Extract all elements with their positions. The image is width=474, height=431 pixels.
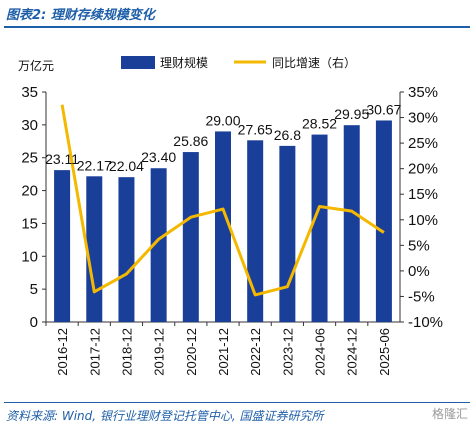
- y-left-tick-label: 0: [30, 314, 38, 331]
- bar: [54, 170, 71, 322]
- y-left-tick-label: 10: [21, 248, 38, 265]
- y-right-tick-label: 0%: [408, 263, 430, 280]
- bar: [182, 152, 199, 322]
- bar: [150, 168, 167, 322]
- y-left-tick-label: 20: [21, 183, 38, 200]
- bar-data-label: 22.17: [77, 157, 112, 173]
- x-tick-label: 2020-12: [184, 328, 199, 376]
- legend-bar-swatch: [121, 56, 155, 69]
- x-tick-label: 2021-12: [216, 328, 231, 376]
- x-tick-label: 2018-12: [119, 328, 134, 376]
- figure-title: 图表2: 理财存续规模变化: [6, 8, 155, 23]
- bar-data-label: 29.00: [205, 112, 240, 128]
- bar-data-label: 23.40: [141, 149, 176, 165]
- y-right-tick-label: 5%: [408, 237, 430, 254]
- x-tick-label: 2016-12: [55, 328, 70, 376]
- bar: [311, 134, 328, 322]
- y-right-tick-label: 10%: [408, 212, 438, 229]
- title-rule: [4, 26, 470, 28]
- y-left-unit: 万亿元: [18, 58, 54, 73]
- bar-data-label: 28.52: [302, 116, 337, 132]
- y-right-tick-label: 35%: [408, 84, 438, 101]
- bar-data-label: 29.95: [334, 106, 369, 122]
- bar-data-label: 26.8: [274, 127, 301, 143]
- y-left-tick-label: 30: [21, 117, 38, 134]
- watermark-logo: 格隆汇: [431, 407, 468, 421]
- y-left-tick-label: 25: [21, 150, 38, 167]
- bar: [279, 145, 296, 322]
- y-left-tick-label: 5: [30, 281, 38, 298]
- growth-line: [60, 104, 385, 297]
- footer-rule: [4, 402, 470, 403]
- y-right-tick-label: 20%: [408, 161, 438, 178]
- x-tick-label: 2022-12: [248, 328, 263, 376]
- bar: [343, 125, 360, 322]
- y-right-tick-label: -5%: [408, 288, 435, 305]
- x-tick-label: 2024-12: [345, 328, 360, 376]
- y-left-tick-label: 35: [21, 84, 38, 101]
- legend-bar-label: 理财规模: [160, 55, 208, 70]
- bar: [215, 131, 231, 322]
- bar-data-label: 30.67: [366, 101, 401, 117]
- y-right-tick-label: -10%: [408, 314, 443, 331]
- x-tick-label: 2023-12: [280, 328, 295, 376]
- y-right-tick-label: 15%: [408, 186, 438, 203]
- x-tick-label: 2025-06: [377, 328, 392, 376]
- y-right-tick-label: 25%: [408, 135, 438, 152]
- x-tick-label: 2024-06: [313, 328, 328, 376]
- chart: 万亿元 理财规模 同比增速（右） 0 5 10 15 20 25 30 35 -10% -5% 0% 5% 1…: [18, 55, 443, 376]
- bar: [375, 120, 392, 322]
- x-tick-label: 2019-12: [152, 328, 167, 376]
- bar-data-label: 22.04: [109, 158, 144, 174]
- legend-line-label: 同比增速（右）: [272, 55, 356, 70]
- bar-data-label: 23.11: [45, 151, 79, 167]
- y-right-tick-label: 30%: [408, 110, 438, 127]
- bar-data-label: 27.65: [238, 121, 273, 137]
- y-left-tick-label: 15: [21, 215, 38, 232]
- bar-data-label: 25.86: [173, 133, 208, 149]
- bar: [247, 140, 264, 322]
- bar: [86, 176, 103, 322]
- source-note: 资料来源: Wind, 银行业理财登记托管中心, 国盛证券研究所: [6, 409, 324, 423]
- bar: [118, 177, 135, 322]
- x-tick-label: 2017-12: [87, 328, 102, 376]
